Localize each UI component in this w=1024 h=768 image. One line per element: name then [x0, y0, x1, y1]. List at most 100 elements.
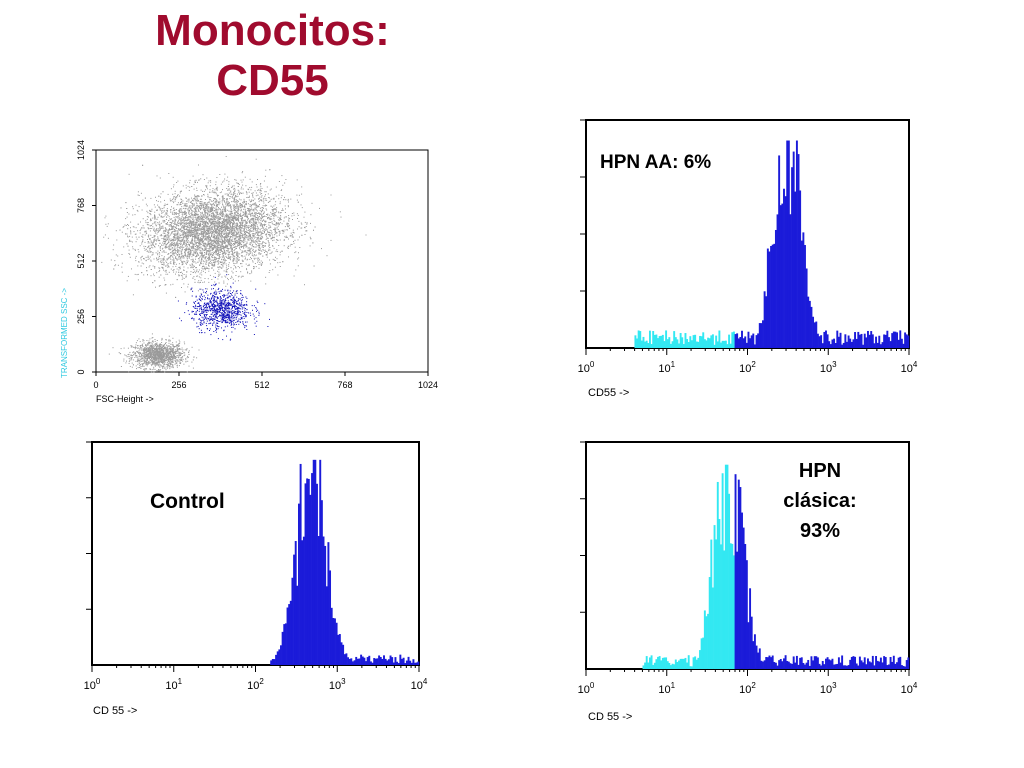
- scatter-point: [222, 212, 223, 214]
- scatter-point: [168, 359, 170, 361]
- scatter-point: [177, 344, 179, 346]
- scatter-point: [268, 243, 270, 245]
- scatter-point: [244, 204, 246, 206]
- scatter-point: [181, 275, 183, 277]
- scatter-point: [151, 369, 153, 371]
- scatter-point: [172, 370, 173, 372]
- scatter-point: [201, 227, 203, 229]
- scatter-point: [169, 348, 171, 350]
- scatter-point: [274, 208, 276, 210]
- scatter-point: [170, 258, 172, 260]
- scatter-point: [239, 238, 241, 240]
- scatter-point: [208, 281, 210, 283]
- scatter-point: [159, 246, 161, 248]
- scatter-point: [160, 364, 162, 366]
- scatter-point: [264, 221, 266, 223]
- scatter-point: [141, 356, 143, 358]
- scatter-point: [187, 235, 189, 237]
- scatter-point: [283, 231, 285, 233]
- scatter-point: [269, 200, 271, 202]
- scatter-point: [182, 360, 184, 362]
- scatter-point: [178, 250, 180, 252]
- scatter-point: [178, 225, 179, 227]
- scatter-point: [186, 260, 188, 262]
- scatter-point: [213, 237, 215, 239]
- scatter-point: [177, 355, 179, 357]
- scatter-point: [141, 360, 143, 362]
- scatter-point: [226, 233, 227, 235]
- scatter-point: [223, 280, 225, 282]
- scatter-point: [221, 261, 223, 263]
- scatter-point: [225, 237, 227, 239]
- scatter-point: [177, 216, 179, 218]
- scatter-point: [174, 230, 176, 232]
- scatter-point: [161, 255, 163, 257]
- scatter-point: [132, 351, 134, 353]
- scatter-point: [227, 239, 229, 241]
- scatter-point: [163, 347, 165, 349]
- scatter-point: [188, 237, 190, 239]
- scatter-point: [206, 212, 208, 214]
- scatter-point: [216, 240, 218, 242]
- scatter-point: [239, 223, 241, 225]
- scatter-point: [159, 366, 161, 368]
- scatter-point: [148, 246, 150, 248]
- scatter-point: [230, 229, 232, 231]
- scatter-point: [143, 274, 145, 276]
- scatter-point: [203, 216, 205, 217]
- scatter-point: [194, 270, 196, 272]
- scatter-point: [250, 225, 251, 227]
- scatter-point: [164, 357, 166, 359]
- scatter-point: [246, 252, 248, 254]
- scatter-point: [127, 228, 129, 230]
- scatter-point: [279, 231, 281, 233]
- scatter-point: [146, 233, 148, 235]
- scatter-point: [233, 259, 235, 261]
- scatter-point: [219, 245, 221, 247]
- scatter-point: [177, 220, 179, 222]
- scatter-point: [160, 347, 162, 349]
- scatter-point: [133, 226, 135, 228]
- scatter-point: [208, 256, 210, 258]
- scatter-point: [134, 354, 136, 356]
- scatter-point: [228, 220, 230, 222]
- scatter-point: [158, 354, 160, 356]
- scatter-point: [190, 208, 192, 210]
- scatter-point: [175, 273, 176, 275]
- scatter-point: [154, 344, 156, 346]
- scatter-point: [152, 350, 154, 352]
- scatter-point: [156, 228, 157, 230]
- scatter-point: [252, 215, 254, 217]
- scatter-point: [152, 223, 154, 225]
- scatter-point: [171, 349, 173, 351]
- scatter-point: [209, 199, 210, 201]
- scatter-point: [219, 214, 221, 216]
- scatter-point: [234, 213, 236, 215]
- scatter-point: [174, 351, 176, 353]
- scatter-point: [161, 358, 163, 359]
- scatter-point: [156, 356, 158, 358]
- scatter-point: [195, 258, 196, 260]
- scatter-point: [154, 362, 156, 364]
- scatter-point: [211, 206, 212, 208]
- scatter-point: [230, 247, 231, 249]
- scatter-point: [223, 230, 225, 232]
- scatter-point: [171, 358, 173, 360]
- scatter-point: [160, 349, 162, 351]
- scatter-point: [157, 344, 158, 346]
- scatter-point: [142, 355, 144, 357]
- scatter-point: [255, 266, 257, 268]
- scatter-point: [232, 228, 234, 230]
- scatter-point: [278, 194, 280, 196]
- scatter-point: [161, 337, 163, 339]
- scatter-point: [218, 273, 220, 275]
- scatter-point: [261, 263, 263, 265]
- scatter-point: [156, 352, 158, 354]
- scatter-point: [272, 236, 273, 238]
- scatter-point: [123, 347, 125, 349]
- scatter-point: [276, 222, 278, 224]
- scatter-point: [142, 353, 144, 355]
- scatter-point: [177, 244, 179, 246]
- scatter-point: [218, 204, 220, 206]
- scatter-point: [211, 240, 213, 242]
